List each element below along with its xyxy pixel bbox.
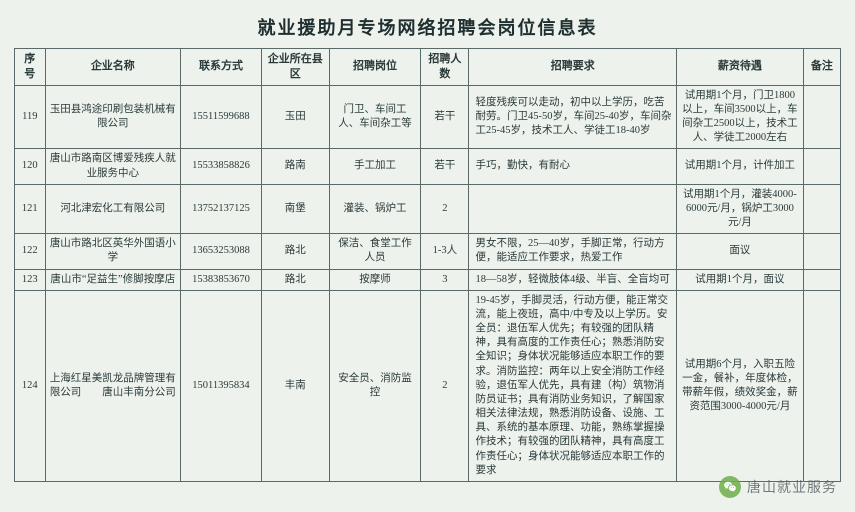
cell-seq: 123 (15, 269, 46, 290)
table-row: 121河北津宏化工有限公司13752137125南堡灌装、锅炉工2 试用期1个月，… (15, 184, 841, 234)
cell-area: 路南 (261, 149, 329, 184)
cell-area: 路北 (261, 269, 329, 290)
cell-area: 玉田 (261, 85, 329, 149)
col-req: 招聘要求 (469, 49, 677, 86)
cell-job: 安全员、消防监控 (329, 290, 421, 481)
watermark: 唐山就业服务 (719, 476, 837, 498)
col-salary: 薪资待遇 (677, 49, 804, 86)
cell-company: 唐山市路南区博爱残疾人就业服务中心 (45, 149, 180, 184)
cell-seq: 119 (15, 85, 46, 149)
cell-count: 若干 (421, 149, 469, 184)
col-remark: 备注 (803, 49, 840, 86)
col-job: 招聘岗位 (329, 49, 421, 86)
cell-remark (803, 149, 840, 184)
cell-area: 丰南 (261, 290, 329, 481)
cell-req: 轻度残疾可以走动，初中以上学历，吃苦耐劳。门卫45-50岁，车间25-40岁，车… (469, 85, 677, 149)
cell-req: 19-45岁，手脚灵活，行动方便，能正常交流，能上夜班，高中/中专及以上学历。安… (469, 290, 677, 481)
cell-salary: 试用期1个月，面议 (677, 269, 804, 290)
cell-contact: 15383853670 (181, 269, 262, 290)
cell-salary: 试用期1个月，计件加工 (677, 149, 804, 184)
cell-salary: 试用期1个月，门卫1800以上，车间3500以上，车间杂工2500以上，技术工人… (677, 85, 804, 149)
cell-req: 手巧，勤快，有耐心 (469, 149, 677, 184)
cell-company: 上海红星美凯龙品牌管理有限公司 唐山丰南分公司 (45, 290, 180, 481)
cell-company: 唐山市“足益生”修脚按摩店 (45, 269, 180, 290)
cell-seq: 120 (15, 149, 46, 184)
col-count: 招聘人数 (421, 49, 469, 86)
table-row: 120唐山市路南区博爱残疾人就业服务中心15533858826路南手工加工若干手… (15, 149, 841, 184)
job-table: 序号 企业名称 联系方式 企业所在县区 招聘岗位 招聘人数 招聘要求 薪资待遇 … (14, 48, 841, 482)
col-contact: 联系方式 (181, 49, 262, 86)
cell-remark (803, 290, 840, 481)
cell-salary: 试用期6个月，入职五险一金，餐补，年度体检，带薪年假，绩效奖金，薪资范围3000… (677, 290, 804, 481)
col-seq: 序号 (15, 49, 46, 86)
cell-seq: 124 (15, 290, 46, 481)
watermark-text: 唐山就业服务 (747, 477, 837, 497)
cell-remark (803, 234, 840, 269)
cell-contact: 15511599688 (181, 85, 262, 149)
page-title: 就业援助月专场网络招聘会岗位信息表 (14, 14, 841, 40)
cell-count: 3 (421, 269, 469, 290)
cell-count: 若干 (421, 85, 469, 149)
cell-company: 唐山市路北区英华外国语小学 (45, 234, 180, 269)
cell-count: 2 (421, 290, 469, 481)
wechat-icon (719, 476, 741, 498)
table-header-row: 序号 企业名称 联系方式 企业所在县区 招聘岗位 招聘人数 招聘要求 薪资待遇 … (15, 49, 841, 86)
table-row: 123唐山市“足益生”修脚按摩店15383853670路北按摩师318—58岁，… (15, 269, 841, 290)
cell-job: 手工加工 (329, 149, 421, 184)
col-company: 企业名称 (45, 49, 180, 86)
cell-salary: 试用期1个月，灌装4000-6000元/月，锅炉工3000元/月 (677, 184, 804, 234)
cell-remark (803, 85, 840, 149)
cell-area: 路北 (261, 234, 329, 269)
cell-req: 男女不限，25—40岁，手脚正常，行动方便，能适应工作要求，热爱工作 (469, 234, 677, 269)
cell-remark (803, 184, 840, 234)
cell-job: 门卫、车间工人、车间杂工等 (329, 85, 421, 149)
cell-contact: 15533858826 (181, 149, 262, 184)
cell-contact: 15011395834 (181, 290, 262, 481)
cell-salary: 面议 (677, 234, 804, 269)
cell-count: 2 (421, 184, 469, 234)
cell-remark (803, 269, 840, 290)
table-row: 124上海红星美凯龙品牌管理有限公司 唐山丰南分公司15011395834丰南安… (15, 290, 841, 481)
cell-req (469, 184, 677, 234)
table-row: 122唐山市路北区英华外国语小学13653253088路北保洁、食堂工作人员1-… (15, 234, 841, 269)
cell-job: 保洁、食堂工作人员 (329, 234, 421, 269)
cell-count: 1-3人 (421, 234, 469, 269)
cell-seq: 122 (15, 234, 46, 269)
cell-contact: 13653253088 (181, 234, 262, 269)
cell-job: 按摩师 (329, 269, 421, 290)
col-area: 企业所在县区 (261, 49, 329, 86)
cell-contact: 13752137125 (181, 184, 262, 234)
cell-area: 南堡 (261, 184, 329, 234)
cell-job: 灌装、锅炉工 (329, 184, 421, 234)
cell-seq: 121 (15, 184, 46, 234)
cell-req: 18—58岁，轻微肢体4级、半盲、全盲均可 (469, 269, 677, 290)
cell-company: 玉田县鸿途印刷包装机械有限公司 (45, 85, 180, 149)
table-row: 119玉田县鸿途印刷包装机械有限公司15511599688玉田门卫、车间工人、车… (15, 85, 841, 149)
cell-company: 河北津宏化工有限公司 (45, 184, 180, 234)
